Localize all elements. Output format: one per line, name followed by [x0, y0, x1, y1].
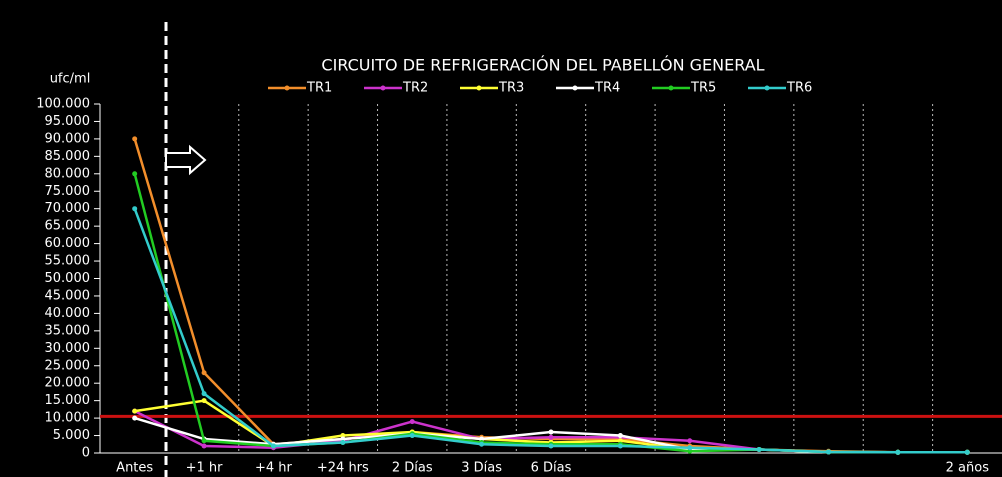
series-line [133, 173, 968, 454]
y-tick-label: 0 [82, 446, 90, 461]
x-tick-label: Antes [116, 461, 153, 476]
y-tick-label: 15.000 [45, 393, 91, 408]
point-marker [617, 433, 623, 439]
x-tick-label: 2 años [946, 461, 990, 476]
x-tick-label: +1 hr [186, 461, 224, 476]
legend-label: TR1 [306, 81, 332, 96]
legend-label: TR2 [402, 81, 428, 96]
point-marker [201, 438, 207, 444]
y-tick-label: 50.000 [45, 271, 91, 286]
point-marker [201, 370, 207, 376]
point-marker [687, 438, 693, 444]
chart-title: CIRCUITO DE REFRIGERACIÓN DEL PABELLÓN G… [321, 56, 764, 75]
series-line [133, 138, 968, 454]
point-marker [340, 436, 346, 442]
y-tick-label: 30.000 [45, 341, 91, 356]
y-tick-label: 100.000 [36, 97, 90, 112]
point-marker [548, 443, 554, 449]
y-tick-label: 20.000 [45, 376, 91, 391]
point-marker [201, 398, 207, 404]
point-marker [826, 449, 832, 455]
legend-label: TR5 [690, 81, 716, 96]
point-marker [756, 447, 762, 453]
point-marker [617, 443, 623, 449]
y-tick-label: 5.000 [53, 428, 90, 443]
x-tick-label: 2 Días [392, 461, 433, 476]
legend-marker [476, 85, 482, 91]
arrow [165, 144, 207, 176]
legend-marker [572, 85, 578, 91]
x-tick-label: 6 Días [531, 461, 572, 476]
y-tick-label: 90.000 [45, 131, 91, 146]
y-tick-label: 60.000 [45, 236, 91, 251]
legend-label: TR3 [498, 81, 524, 96]
point-marker [201, 391, 207, 397]
y-tick-label: 55.000 [45, 254, 91, 269]
point-marker [340, 433, 346, 439]
y-tick-label: 10.000 [45, 411, 91, 426]
point-marker [132, 206, 138, 212]
point-marker [687, 448, 693, 454]
legend-marker [668, 85, 674, 91]
legend-marker [284, 85, 290, 91]
y-tick-label: 40.000 [45, 306, 91, 321]
point-marker [132, 415, 138, 421]
y-tick-label: 25.000 [45, 358, 91, 373]
x-tick-label: +4 hr [255, 461, 293, 476]
point-marker [409, 419, 415, 425]
y-axis-label: ufc/ml [50, 72, 91, 87]
point-marker [132, 136, 138, 142]
y-tick-label: 45.000 [45, 288, 91, 303]
point-marker [409, 433, 415, 439]
point-marker [479, 441, 485, 447]
legend-label: TR4 [594, 81, 620, 96]
y-tick-label: 35.000 [45, 323, 91, 338]
y-tick-label: 95.000 [45, 114, 91, 129]
legend-marker [380, 85, 386, 91]
point-marker [895, 449, 901, 455]
y-tick-label: 85.000 [45, 149, 91, 164]
point-marker [687, 445, 693, 451]
x-tick-label: +24 hrs [317, 461, 369, 476]
point-marker [964, 449, 970, 455]
legend-label: TR6 [786, 81, 812, 96]
point-marker [548, 434, 554, 440]
point-marker [270, 443, 276, 449]
point-marker [617, 438, 623, 444]
point-marker [132, 408, 138, 414]
x-tick-label: 3 Días [461, 461, 502, 476]
point-marker [479, 436, 485, 442]
point-marker [132, 171, 138, 177]
y-tick-label: 70.000 [45, 201, 91, 216]
y-tick-label: 65.000 [45, 219, 91, 234]
y-tick-label: 75.000 [45, 184, 91, 199]
point-marker [548, 429, 554, 435]
point-marker [340, 440, 346, 446]
legend-marker [764, 85, 770, 91]
y-tick-label: 80.000 [45, 166, 91, 181]
point-marker [201, 443, 207, 449]
